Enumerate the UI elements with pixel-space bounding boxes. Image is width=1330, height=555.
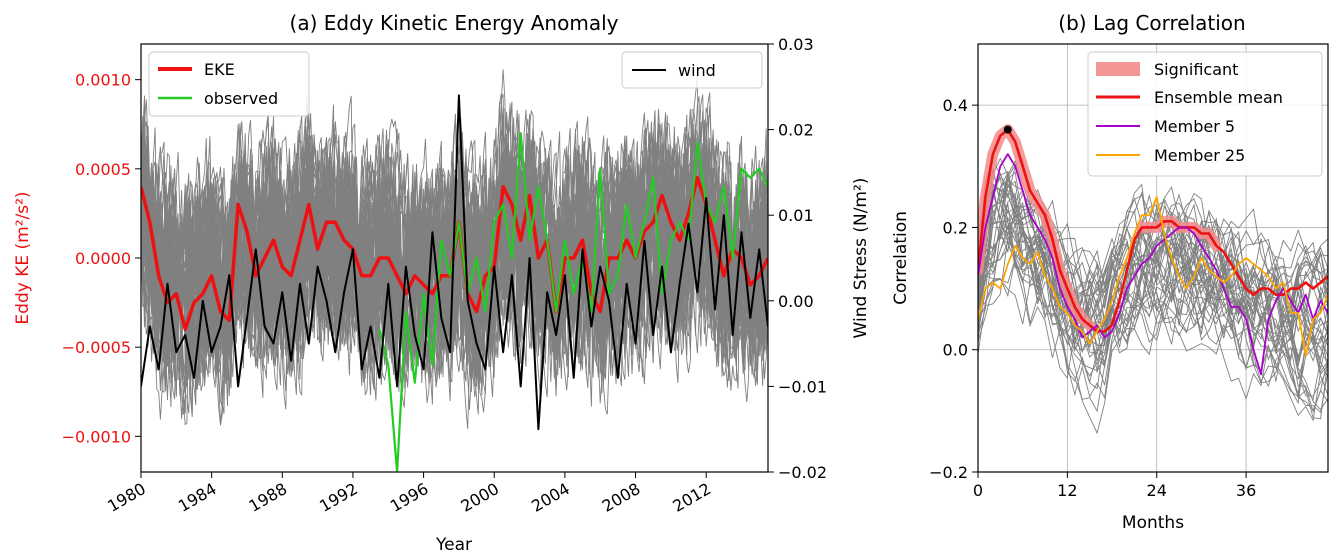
peak-marker — [1003, 125, 1012, 134]
panel-b-xtick-label: 0 — [973, 481, 983, 500]
panel-b-xtick-label: 36 — [1236, 481, 1256, 500]
panel-b-ytick-label: 0.2 — [943, 218, 968, 237]
panel-a-xtick-label: 2000 — [457, 479, 502, 516]
panel-a-right-ytick-label: 0.03 — [778, 35, 814, 54]
correlation-member-line — [978, 193, 1328, 380]
correlation-member-line — [978, 218, 1328, 384]
panel-a-right-ytick-label: 0.00 — [778, 292, 814, 311]
panel-lag-correlation: (b) Lag Correlation 0 12 24 36 −0.2 0.0 0.2 0.… — [891, 11, 1329, 533]
correlation-member-line — [978, 184, 1328, 398]
member-5-line — [978, 153, 1328, 376]
legend-wind-label: wind — [678, 61, 716, 80]
panel-a-ylabel-left: Eddy KE (m²/s²) — [13, 191, 33, 324]
panel-a-xtick-label: 2008 — [599, 479, 644, 516]
legend-member5-label: Member 5 — [1154, 117, 1235, 136]
panel-a-left-ytick-label: 0.0005 — [75, 160, 131, 179]
correlation-member-line — [978, 236, 1328, 358]
panel-b-xtick-label: 12 — [1057, 481, 1077, 500]
panel-a-right-ytick-label: 0.01 — [778, 206, 814, 225]
panel-b-frame — [977, 43, 1329, 473]
panel-b-title: (b) Lag Correlation — [1058, 11, 1245, 35]
legend-b-box — [1087, 51, 1323, 177]
legend-right-box — [621, 51, 763, 89]
legend-mean-label: Ensemble mean — [1154, 88, 1283, 107]
panel-a-xtick-label: 2012 — [669, 479, 714, 516]
panel-b-ytick-label: 0.0 — [943, 341, 968, 360]
wind-series-line — [141, 94, 768, 431]
panel-b-xlabel: Months — [1122, 513, 1184, 533]
panel-a-xlabel: Year — [435, 535, 472, 555]
panel-b-ytick-label: 0.4 — [943, 96, 968, 115]
correlation-member-line — [978, 220, 1328, 413]
panel-a-series-group — [141, 94, 768, 472]
legend-member25-label: Member 25 — [1154, 146, 1245, 165]
legend-b: Significant Ensemble mean Member 5 Membe… — [1087, 51, 1323, 177]
member-25-line — [978, 196, 1328, 357]
panel-b-ylabel: Correlation — [891, 211, 911, 305]
correlation-member-line — [978, 180, 1328, 345]
correlation-member-line — [978, 163, 1328, 315]
ensemble-mean-line — [978, 128, 1328, 333]
panel-a-left-ytick-label: 0.0000 — [75, 249, 131, 268]
panel-b-series-group — [978, 124, 1328, 376]
panel-a-xtick-label: 1984 — [175, 479, 220, 516]
correlation-member-line — [978, 257, 1328, 422]
legend-eke-label: EKE — [204, 60, 235, 79]
correlation-member-line — [978, 171, 1328, 367]
panel-b-yticks: −0.2 0.0 0.2 0.4 — [929, 96, 978, 482]
panel-a-xtick-label: 1992 — [316, 479, 361, 516]
panel-eddy-ke: (a) Eddy Kinetic Energy Anomaly 1980 1984… — [13, 11, 871, 555]
legend-significant-swatch — [1096, 62, 1140, 76]
correlation-member-line — [978, 255, 1328, 401]
observed-series-line — [378, 132, 768, 472]
correlation-member-line — [978, 221, 1328, 375]
panel-a-title: (a) Eddy Kinetic Energy Anomaly — [290, 11, 619, 35]
panel-a-right-ytick-label: −0.02 — [778, 463, 827, 482]
panel-a-xtick-label: 1988 — [246, 479, 291, 516]
correlation-member-line — [978, 235, 1328, 361]
panel-a-right-ytick-label: −0.01 — [778, 377, 827, 396]
panel-a-xtick-label: 2004 — [528, 479, 573, 516]
legend-right: wind — [621, 51, 763, 89]
panel-a-left-yticks: −0.0010 −0.0005 0.0000 0.0005 0.0010 — [62, 71, 141, 446]
panel-a-left-ytick-label: 0.0010 — [75, 71, 131, 90]
legend-significant-label: Significant — [1154, 60, 1238, 79]
panel-a-left-ytick-label: −0.0010 — [62, 427, 131, 446]
panel-a-left-ytick-label: −0.0005 — [62, 338, 131, 357]
panel-a-right-ytick-label: 0.02 — [778, 121, 814, 140]
panel-a-xtick-label: 1980 — [104, 479, 149, 516]
panel-b-ytick-label: −0.2 — [929, 463, 968, 482]
panel-a-xtick-label: 1996 — [387, 479, 432, 516]
panel-b-xtick-label: 24 — [1147, 481, 1167, 500]
correlation-member-line — [978, 233, 1328, 412]
legend-observed-label: observed — [204, 89, 278, 108]
panel-b-xticks: 0 12 24 36 — [973, 472, 1256, 500]
panel-a-xticks: 1980 1984 1988 1992 1996 2000 2004 2008 2012 — [104, 472, 714, 516]
panel-a-ylabel-right: Wind Stress (N/m²) — [851, 178, 871, 339]
legend-left: EKE observed — [148, 51, 310, 117]
panel-a-right-yticks: −0.02 −0.01 0.00 0.01 0.02 0.03 — [768, 35, 827, 482]
